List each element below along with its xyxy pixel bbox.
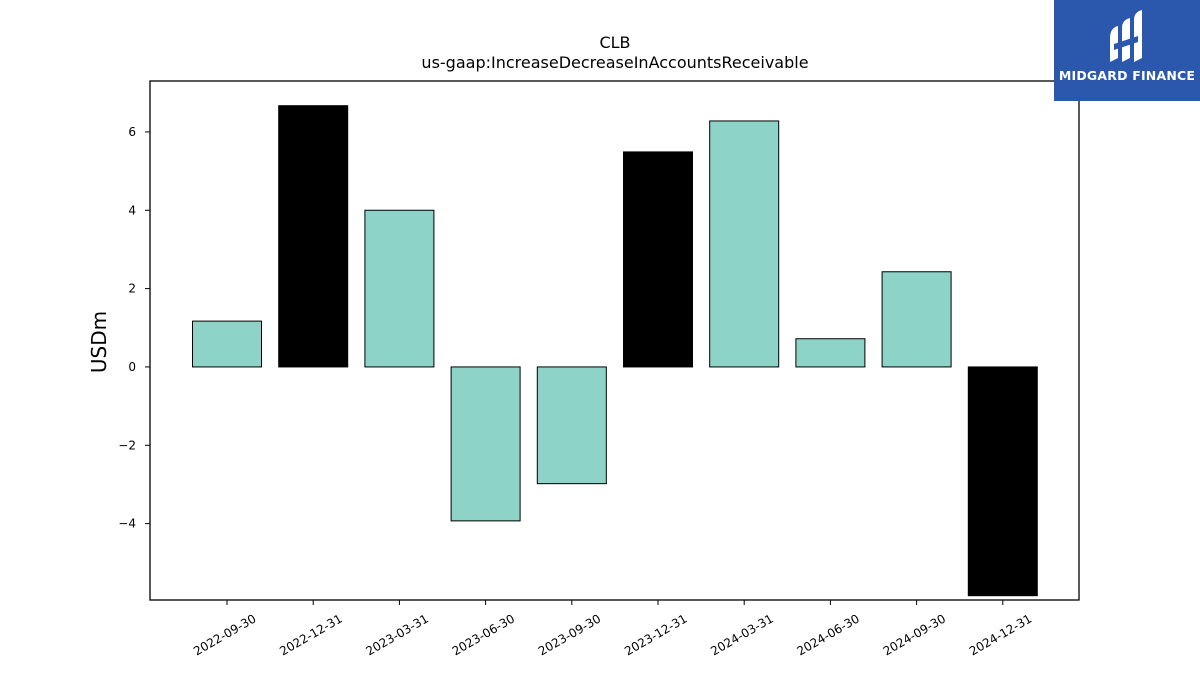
bar-2022-09-30 <box>192 320 262 368</box>
x-tick-label: 2024-03-31 <box>708 611 775 658</box>
x-tick-label: 2023-09-30 <box>536 611 603 658</box>
y-axis-label: USDm <box>87 311 111 373</box>
bar-2022-12-31 <box>278 105 349 368</box>
x-tick-label: 2022-12-31 <box>277 611 344 658</box>
bar-2024-12-31 <box>967 366 1038 597</box>
y-tick-label: 2 <box>128 282 136 296</box>
bar-2023-12-31 <box>623 151 693 368</box>
chart-subtitle: us-gaap:IncreaseDecreaseInAccountsReceiv… <box>421 53 808 72</box>
x-tick-label: 2022-09-30 <box>191 611 258 658</box>
chart-title: CLB <box>599 33 630 52</box>
logo-text: MIDGARD FINANCE <box>1058 68 1196 83</box>
x-tick-label: 2024-12-31 <box>967 611 1034 658</box>
brand-logo: MIDGARD FINANCE <box>1054 0 1200 101</box>
bar-2024-03-31 <box>709 120 780 368</box>
y-tick-label: 4 <box>128 203 136 217</box>
plot-frame <box>149 80 1080 601</box>
x-tick-label: 2023-03-31 <box>363 611 430 658</box>
bar-2023-03-31 <box>364 209 435 368</box>
bar-2024-09-30 <box>881 271 952 368</box>
bar-2024-06-30 <box>795 338 866 368</box>
bar-2023-09-30 <box>536 366 607 485</box>
x-tick-label: 2023-12-31 <box>622 611 689 658</box>
x-axis-ticks: 2022-09-30 2022-12-31 2023-03-31 2023-06-30… <box>191 600 1034 658</box>
y-tick-label: 0 <box>128 360 136 374</box>
y-tick-label: −2 <box>118 438 136 452</box>
y-axis-ticks: −4 −2 0 2 4 6 <box>118 125 150 531</box>
x-tick-label: 2023-06-30 <box>450 611 517 658</box>
logo-mark-icon <box>1110 10 1142 62</box>
bar-2023-06-30 <box>450 366 521 522</box>
x-tick-label: 2024-06-30 <box>794 611 861 658</box>
y-tick-label: −4 <box>118 517 136 531</box>
y-tick-label: 6 <box>128 125 136 139</box>
x-tick-label: 2024-09-30 <box>881 611 948 658</box>
bars-layer <box>192 105 1038 597</box>
